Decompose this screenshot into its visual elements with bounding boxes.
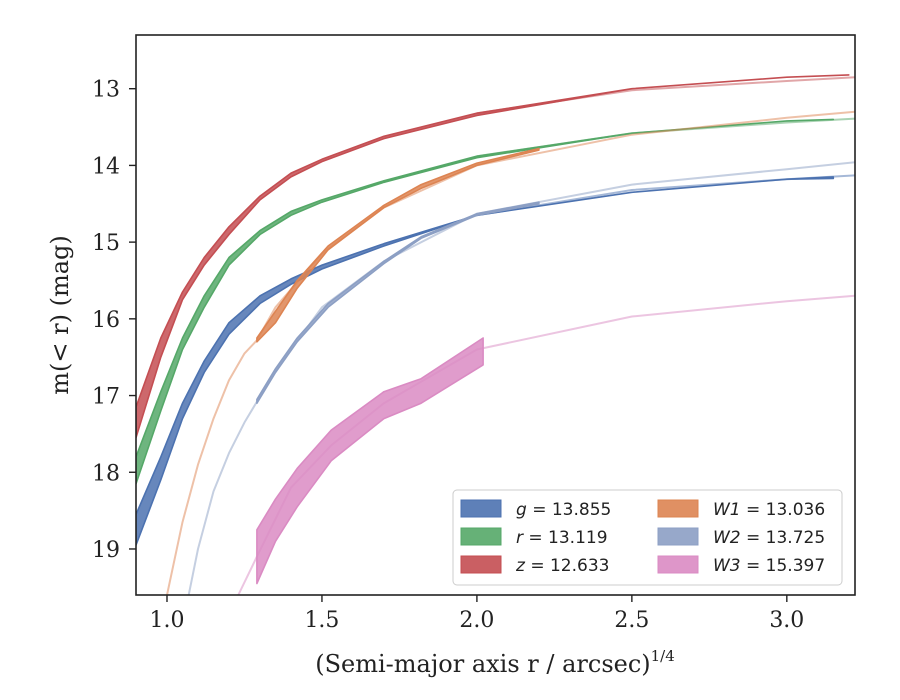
series-w3-band [256,337,484,585]
legend-label-z: z = 12.633 [515,556,609,576]
y-tick-label: 17 [92,385,120,410]
series-w1-band [256,147,540,343]
x-tick-label: 2.0 [459,608,494,633]
y-tick-label: 13 [92,78,120,103]
y-axis-label: m(< r) (mag) [46,235,74,394]
x-axis-label-text: (Semi-major axis r / arcsec) [315,650,650,678]
y-tick-label: 16 [92,308,120,333]
legend-label-g: g = 13.855 [516,500,611,520]
legend-swatch-w1 [657,499,699,518]
legend-swatch-w3 [657,555,699,574]
series-z-extrapolation [476,76,855,115]
legend: g = 13.855 r = 13.119 z = 12.633 W1 = 13.03… [452,489,843,586]
series-layer [136,74,855,595]
x-tick-label: 2.5 [614,608,649,633]
y-tick-label: 14 [92,154,120,179]
legend-swatch-z [460,555,502,574]
legend-frame [452,489,843,586]
series-g-band [136,176,835,546]
legend-label-w2: W2 = 13.725 [713,528,825,548]
x-axis-label: (Semi-major axis r / arcsec)1/4 [315,647,675,678]
ticks-layer: 1.0 1.5 2.0 2.5 3.0 13 14 15 16 17 18 19 [92,78,804,633]
x-tick-label: 3.0 [769,608,804,633]
legend-swatch-w2 [657,527,699,546]
y-tick-label: 19 [92,538,120,563]
series-r-band [136,118,835,485]
y-tick-label: 18 [92,461,120,486]
series-z-band [136,74,850,439]
legend-label-w3: W3 = 15.397 [713,556,825,576]
series-w2-band [256,201,540,404]
x-tick-label: 1.5 [304,608,339,633]
plot-frame [135,34,856,596]
y-tick-label: 15 [92,231,120,256]
legend-swatch-g [460,499,502,518]
x-axis-label-exponent: 1/4 [651,647,675,665]
legend-swatch-r [460,527,502,546]
legend-label-w1: W1 = 13.036 [713,500,825,520]
x-tick-label: 1.0 [149,608,184,633]
legend-label-r: r = 13.119 [516,528,608,548]
